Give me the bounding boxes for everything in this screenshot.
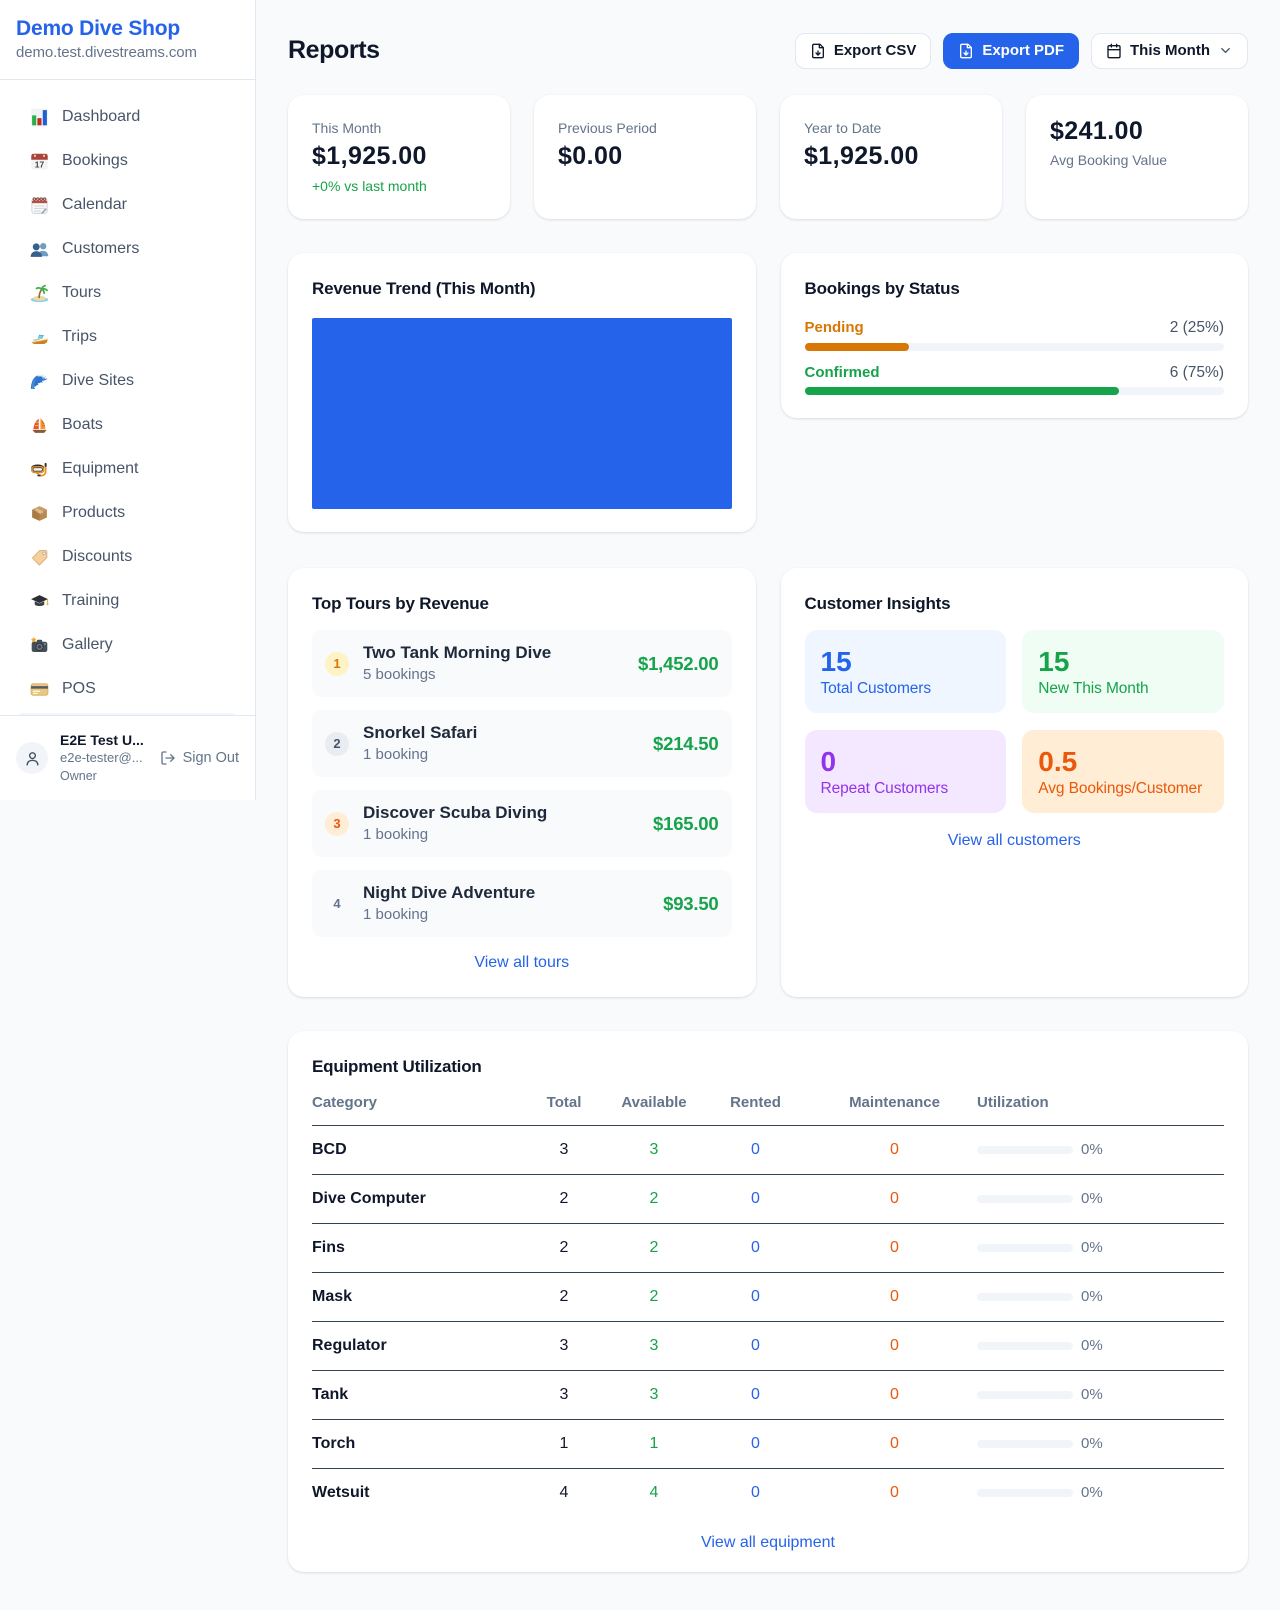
- svg-text:17: 17: [35, 159, 45, 169]
